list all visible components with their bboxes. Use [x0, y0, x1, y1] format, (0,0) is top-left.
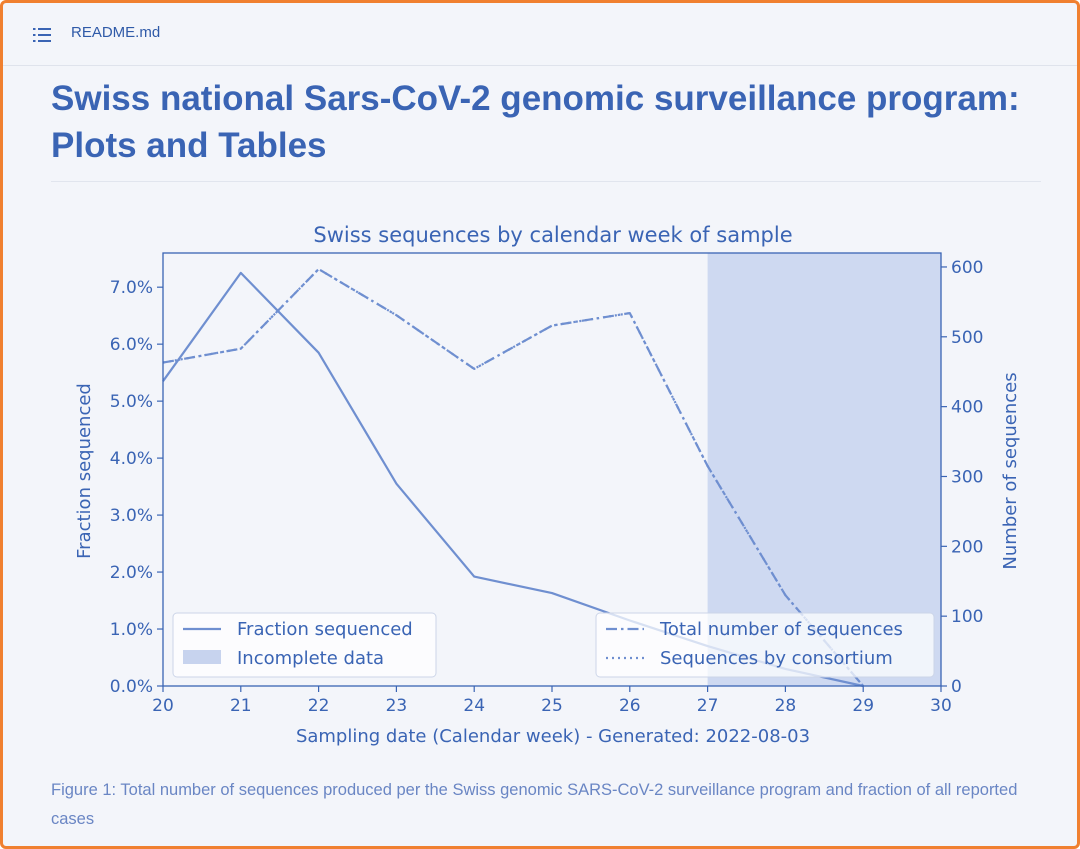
legend-left-box	[172, 612, 437, 678]
legend-label-incomplete: Incomplete data	[237, 648, 384, 669]
list-icon[interactable]	[33, 27, 51, 43]
y2-tick-label: 500	[951, 328, 983, 348]
x-tick-label: 24	[463, 696, 485, 716]
chart-title: Swiss sequences by calendar week of samp…	[313, 223, 792, 247]
x-axis-label: Sampling date (Calendar week) - Generate…	[296, 726, 810, 747]
y-axis-label: Fraction sequenced	[74, 383, 95, 559]
legend-label-fraction: Fraction sequenced	[237, 619, 413, 640]
y-tick-label: 4.0%	[110, 449, 153, 469]
legend-label-total: Total number of sequences	[659, 619, 903, 640]
x-tick-label: 21	[230, 696, 252, 716]
y2-tick-label: 600	[951, 258, 983, 278]
y-tick-label: 7.0%	[110, 278, 153, 298]
y-tick-label: 3.0%	[110, 506, 153, 526]
sequences-chart: 20 21 22 23 24 25 26 27 28 29 30 0.0% 1.0% 2.0% 3.0% 4.…	[74, 223, 1021, 747]
x-tick-label: 23	[386, 696, 408, 716]
y2-tick-label: 0	[951, 677, 962, 697]
y2-tick-label: 400	[951, 398, 983, 418]
legend-label-consortium: Sequences by consortium	[660, 648, 893, 669]
x-tick-label: 27	[697, 696, 719, 716]
figure-caption: Figure 1: Total number of sequences prod…	[51, 781, 1018, 828]
y-tick-label: 0.0%	[110, 677, 153, 697]
x-tick-label: 22	[308, 696, 330, 716]
y-tick-label: 1.0%	[110, 620, 153, 640]
series-line-1	[162, 267, 865, 687]
page-title: Swiss national Sars-CoV-2 genomic survei…	[51, 79, 1020, 165]
y-tick-label: 2.0%	[110, 563, 153, 583]
x-tick-label: 20	[152, 696, 174, 716]
y-tick-label: 5.0%	[110, 392, 153, 412]
y2-tick-label: 100	[951, 607, 983, 627]
x-tick-label: 30	[930, 696, 952, 716]
x-tick-label: 28	[775, 696, 797, 716]
legend-swatch-incomplete	[183, 650, 221, 664]
x-tick-label: 29	[852, 696, 874, 716]
y2-tick-label: 300	[951, 467, 983, 487]
readme-filename[interactable]: README.md	[71, 24, 161, 41]
x-tick-label: 26	[619, 696, 641, 716]
y2-axis-label: Number of sequences	[1000, 372, 1021, 569]
readme-header: README.md	[3, 3, 1077, 66]
y-tick-label: 6.0%	[110, 335, 153, 355]
title-divider	[51, 181, 1041, 182]
legend-right-box	[595, 612, 935, 678]
y2-tick-label: 200	[951, 537, 983, 557]
x-tick-label: 25	[541, 696, 563, 716]
